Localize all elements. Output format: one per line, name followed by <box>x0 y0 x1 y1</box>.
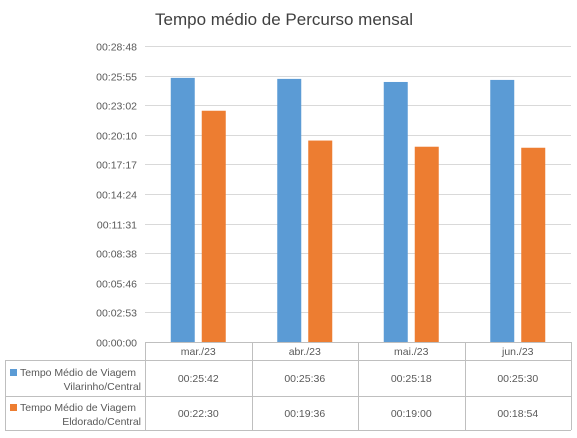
y-tick-label: 00:11:31 <box>97 220 137 232</box>
y-tick-label: 00:05:46 <box>96 279 137 291</box>
table-value: 00:25:30 <box>497 373 538 385</box>
y-tick-label: 00:02:53 <box>96 308 137 320</box>
legend-label-series-1: Vilarinho/Central <box>64 381 141 393</box>
bar-series-2-mai./23 <box>414 146 439 342</box>
y-axis-ticks: 00:00:00 00:02:53 00:05:46 00:08:38 00:11:31… <box>96 42 137 350</box>
table-value: 00:25:18 <box>391 373 432 385</box>
bars <box>170 77 546 343</box>
x-category-label: abr./23 <box>289 346 321 358</box>
legend-label-series-2: Eldorado/Central <box>62 416 141 428</box>
legend-label-series-1: Tempo Médio de Viagem <box>20 367 136 379</box>
bar-series-1-mar./23 <box>170 77 195 342</box>
y-tick-label: 00:28:48 <box>96 42 137 54</box>
table-value: 00:19:00 <box>391 408 432 420</box>
y-tick-label: 00:17:17 <box>96 160 137 172</box>
bar-series-1-jun./23 <box>490 79 515 343</box>
y-tick-label: 00:14:24 <box>96 190 137 202</box>
y-tick-label: 00:08:38 <box>96 249 137 261</box>
x-category-label: mai./23 <box>394 346 429 358</box>
y-tick-label: 00:20:10 <box>96 131 137 143</box>
y-tick-label: 00:25:55 <box>96 72 137 84</box>
y-tick-label: 00:23:02 <box>96 101 137 113</box>
data-table: mar./23 abr./23 mai./23 jun./23 Tempo Médio … <box>5 342 572 431</box>
bar-series-1-abr./23 <box>277 78 302 342</box>
legend-key-series-1 <box>10 369 17 376</box>
bar-series-2-mar./23 <box>201 110 226 342</box>
y-tick-label: 00:00:00 <box>96 338 137 350</box>
chart-title: Tempo médio de Percurso mensal <box>155 10 413 29</box>
table-value: 00:18:54 <box>497 408 538 420</box>
x-category-label: jun./23 <box>501 346 534 358</box>
legend-key-series-2 <box>10 404 17 411</box>
table-value: 00:19:36 <box>284 408 325 420</box>
bar-series-1-mai./23 <box>383 81 408 342</box>
table-value: 00:25:42 <box>178 373 219 385</box>
table-value: 00:25:36 <box>284 373 325 385</box>
legend-label-series-2: Tempo Médio de Viagem <box>20 402 136 414</box>
table-value: 00:22:30 <box>178 408 219 420</box>
bar-series-2-abr./23 <box>308 140 333 342</box>
bar-series-2-jun./23 <box>521 147 546 342</box>
x-category-label: mar./23 <box>181 346 216 358</box>
